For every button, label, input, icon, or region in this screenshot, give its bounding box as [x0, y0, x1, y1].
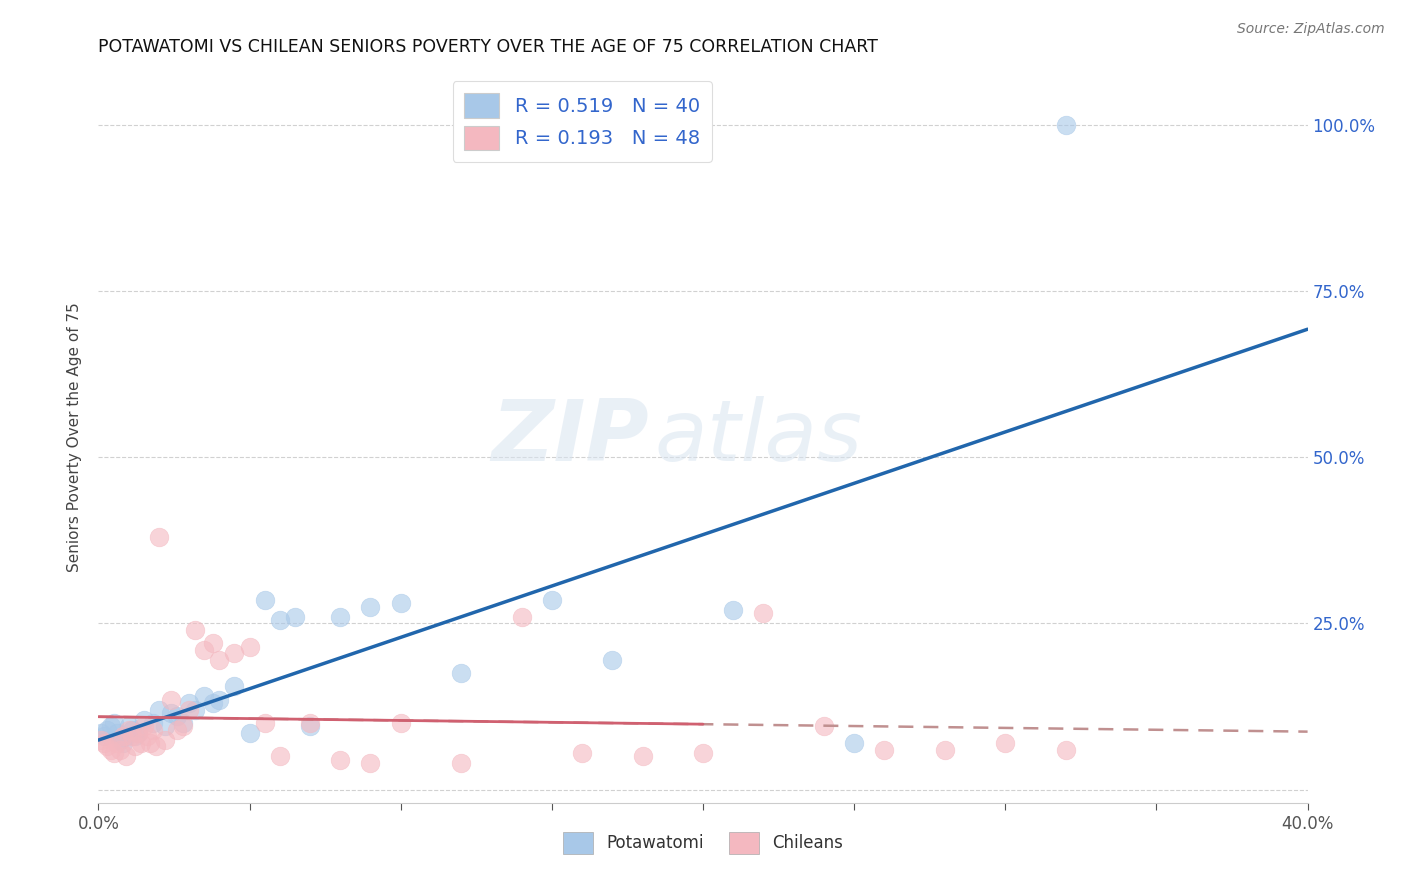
Text: ZIP: ZIP — [491, 395, 648, 479]
Point — [166, 709, 188, 723]
Point — [153, 719, 176, 733]
Point — [118, 723, 141, 737]
Point — [224, 646, 246, 660]
Point — [1054, 118, 1077, 132]
Point — [208, 653, 231, 667]
Point — [184, 623, 207, 637]
Point — [121, 729, 143, 743]
Point — [202, 696, 225, 710]
Point — [193, 643, 215, 657]
Legend: Potawatomi, Chileans: Potawatomi, Chileans — [557, 826, 849, 860]
Point — [172, 716, 194, 731]
Point — [132, 713, 155, 727]
Point — [540, 593, 562, 607]
Point — [752, 607, 775, 621]
Point — [90, 726, 112, 740]
Point — [994, 736, 1017, 750]
Point — [269, 749, 291, 764]
Point — [239, 726, 262, 740]
Point — [90, 732, 112, 747]
Text: Source: ZipAtlas.com: Source: ZipAtlas.com — [1237, 22, 1385, 37]
Point — [360, 599, 382, 614]
Point — [108, 742, 131, 756]
Point — [153, 732, 176, 747]
Point — [692, 746, 714, 760]
Point — [202, 636, 225, 650]
Point — [450, 666, 472, 681]
Point — [96, 723, 118, 737]
Point — [193, 690, 215, 704]
Point — [100, 719, 122, 733]
Point — [813, 719, 835, 733]
Point — [111, 729, 134, 743]
Point — [139, 736, 162, 750]
Point — [121, 723, 143, 737]
Point — [329, 753, 352, 767]
Point — [179, 696, 201, 710]
Point — [510, 609, 533, 624]
Point — [450, 756, 472, 770]
Point — [1054, 742, 1077, 756]
Point — [148, 530, 170, 544]
Point — [360, 756, 382, 770]
Point — [145, 739, 167, 754]
Point — [127, 726, 149, 740]
Point — [93, 729, 115, 743]
Point — [124, 739, 146, 754]
Point — [135, 729, 157, 743]
Point — [127, 726, 149, 740]
Point — [132, 719, 155, 733]
Point — [108, 732, 131, 747]
Point — [253, 716, 276, 731]
Point — [253, 593, 276, 607]
Point — [105, 736, 128, 750]
Point — [166, 723, 188, 737]
Point — [114, 749, 136, 764]
Point — [93, 736, 115, 750]
Point — [239, 640, 262, 654]
Point — [148, 703, 170, 717]
Point — [114, 729, 136, 743]
Point — [142, 716, 165, 731]
Point — [118, 719, 141, 733]
Point — [179, 703, 201, 717]
Point — [129, 736, 152, 750]
Point — [299, 716, 322, 731]
Point — [103, 746, 125, 760]
Point — [934, 742, 956, 756]
Text: POTAWATOMI VS CHILEAN SENIORS POVERTY OVER THE AGE OF 75 CORRELATION CHART: POTAWATOMI VS CHILEAN SENIORS POVERTY OV… — [98, 38, 879, 56]
Point — [723, 603, 745, 617]
Point — [172, 719, 194, 733]
Point — [124, 729, 146, 743]
Y-axis label: Seniors Poverty Over the Age of 75: Seniors Poverty Over the Age of 75 — [67, 302, 83, 572]
Point — [160, 692, 183, 706]
Point — [269, 613, 291, 627]
Point — [96, 739, 118, 754]
Point — [224, 680, 246, 694]
Point — [571, 746, 593, 760]
Text: atlas: atlas — [655, 395, 863, 479]
Point — [105, 726, 128, 740]
Point — [602, 653, 624, 667]
Point — [103, 716, 125, 731]
Point — [844, 736, 866, 750]
Point — [142, 723, 165, 737]
Point — [284, 609, 307, 624]
Point — [208, 692, 231, 706]
Point — [329, 609, 352, 624]
Point — [873, 742, 896, 756]
Point — [160, 706, 183, 720]
Point — [100, 742, 122, 756]
Point — [389, 716, 412, 731]
Point — [111, 736, 134, 750]
Point — [184, 703, 207, 717]
Point — [631, 749, 654, 764]
Point — [389, 596, 412, 610]
Point — [299, 719, 322, 733]
